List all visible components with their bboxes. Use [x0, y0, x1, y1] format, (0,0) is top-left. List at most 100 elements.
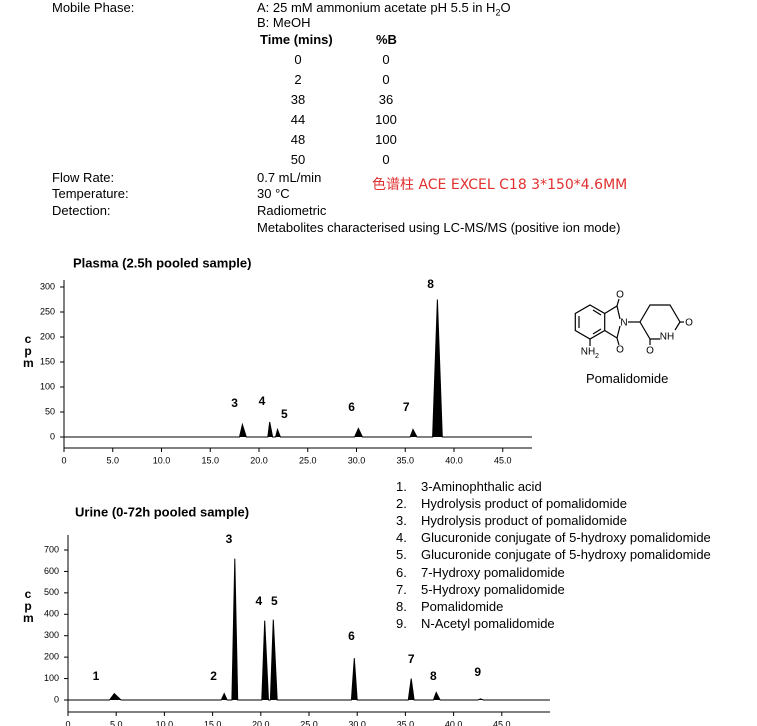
- list-item: 3-Aminophthalic acid: [421, 479, 542, 494]
- x-tick-label: 20.0: [252, 719, 270, 726]
- y-tick-label: 400: [44, 609, 59, 619]
- table-header: %B: [376, 32, 397, 47]
- table-cell: 48: [290, 132, 306, 147]
- table-cell: 100: [375, 132, 397, 147]
- trace: [64, 299, 532, 438]
- table-cell: 50: [290, 152, 306, 167]
- peak-label: 3: [226, 532, 233, 546]
- list-item: Pomalidomide: [421, 598, 504, 614]
- text: A: 25 mM ammonium acetate pH 5.5 in H: [257, 0, 496, 15]
- y-tick-label: 0: [54, 694, 59, 704]
- peak-label: 2: [210, 669, 217, 683]
- peak-label: 4: [256, 594, 263, 608]
- y-axis-label: cpm: [23, 332, 34, 370]
- x-tick-label: 35.0: [397, 719, 415, 726]
- x-tick-label: 35.0: [396, 455, 414, 465]
- chart-title: Urine (0-72h pooled sample): [75, 504, 249, 519]
- y-tick-label: 700: [44, 544, 59, 554]
- peak-label: 4: [259, 394, 266, 408]
- x-tick-label: 40.0: [445, 455, 463, 465]
- list-number: 7.: [396, 581, 407, 597]
- peak-label: 9: [474, 665, 481, 679]
- list-item: Glucuronide conjugate of 5-hydroxy pomal…: [421, 530, 711, 546]
- x-tick-label: 30.0: [348, 455, 366, 465]
- y-tick-label: 150: [40, 356, 55, 366]
- column-note: 色谱柱 ACE EXCEL C18 3*150*4.6MM: [372, 177, 628, 193]
- table-cell: 0: [382, 52, 390, 67]
- trace: [68, 558, 550, 701]
- chart-title: Plasma (2.5h pooled sample): [73, 255, 251, 270]
- atom: O: [616, 345, 624, 356]
- y-tick-label: 500: [44, 587, 59, 597]
- mobile-phase-b: B: MeOH: [257, 15, 311, 30]
- list-number: 9.: [396, 615, 407, 631]
- y-tick-label: 50: [45, 406, 55, 416]
- value: Radiometric: [257, 203, 327, 218]
- list-item: Hydrolysis product of pomalidomide: [421, 513, 627, 529]
- list-item: Glucuronide conjugate of 5-hydroxy pomal…: [421, 547, 711, 563]
- table-cell: 44: [290, 112, 306, 127]
- table-cell: 38: [290, 92, 306, 107]
- y-axis-label: cpm: [23, 587, 34, 625]
- list-number: 3.: [396, 513, 407, 529]
- list-number: 5.: [396, 547, 407, 563]
- x-tick-label: 5.0: [110, 719, 123, 726]
- atom: NH: [581, 347, 595, 358]
- label: Mobile Phase:: [52, 0, 135, 15]
- atom: N: [620, 318, 627, 329]
- x-tick-label: 45.0: [493, 719, 511, 726]
- x-tick-label: 15.0: [204, 719, 222, 726]
- x-tick-label: 10.0: [156, 719, 174, 726]
- label: Detection:: [52, 203, 111, 218]
- value: 0.7 mL/min: [257, 170, 322, 185]
- x-tick-label: 5.0: [106, 455, 119, 465]
- y-tick-label: 200: [40, 331, 55, 341]
- x-tick-label: 40.0: [445, 719, 463, 726]
- table-cell: 0: [382, 72, 390, 87]
- list-item: 5-Hydroxy pomalidomide: [421, 581, 565, 597]
- x-tick-label: 30.0: [348, 719, 366, 726]
- peak-label: 8: [430, 669, 437, 683]
- y-tick-label: 600: [44, 566, 59, 576]
- y-tick-label: 300: [44, 630, 59, 640]
- peak-label: 1: [93, 669, 100, 683]
- x-tick-label: 45.0: [494, 455, 512, 465]
- value: 30 °C: [257, 186, 290, 201]
- table-cell: 2: [294, 72, 302, 87]
- atom: 2: [595, 353, 599, 360]
- label: Temperature:: [52, 186, 129, 201]
- value: Metabolites characterised using LC-MS/MS…: [257, 220, 621, 235]
- y-tick-label: 100: [44, 673, 59, 683]
- list-item: Hydrolysis product of pomalidomide: [421, 496, 627, 512]
- peak-label: 5: [271, 594, 278, 608]
- list-number: 4.: [396, 530, 407, 546]
- peak-label: 3: [231, 396, 238, 410]
- table-header: Time (mins): [260, 32, 333, 47]
- y-tick-label: 300: [40, 281, 55, 291]
- list-item: N-Acetyl pomalidomide: [421, 615, 555, 631]
- table-cell: 36: [378, 92, 394, 107]
- peak-label: 5: [281, 407, 288, 421]
- list-number: 6.: [396, 564, 407, 580]
- structure-name: Pomalidomide: [586, 371, 669, 386]
- y-tick-label: 0: [50, 431, 55, 441]
- y-tick-label: 200: [44, 652, 59, 662]
- x-tick-label: 25.0: [299, 455, 317, 465]
- atom: O: [616, 290, 624, 301]
- y-tick-label: 100: [40, 381, 55, 391]
- atom: O: [685, 318, 693, 329]
- x-tick-label: 0: [65, 719, 70, 726]
- peak-label: 7: [408, 652, 415, 666]
- peak-label: 7: [403, 400, 410, 414]
- peak-label: 6: [348, 629, 355, 643]
- list-number: 8.: [396, 598, 407, 614]
- list-number: 1.: [396, 479, 407, 494]
- x-tick-label: 20.0: [250, 455, 268, 465]
- x-tick-label: 25.0: [300, 719, 318, 726]
- peak-label: 6: [348, 400, 355, 414]
- peak-label: 8: [427, 277, 434, 291]
- table-cell: 0: [382, 152, 390, 167]
- text: O: [500, 0, 511, 15]
- atom: NH: [660, 332, 674, 343]
